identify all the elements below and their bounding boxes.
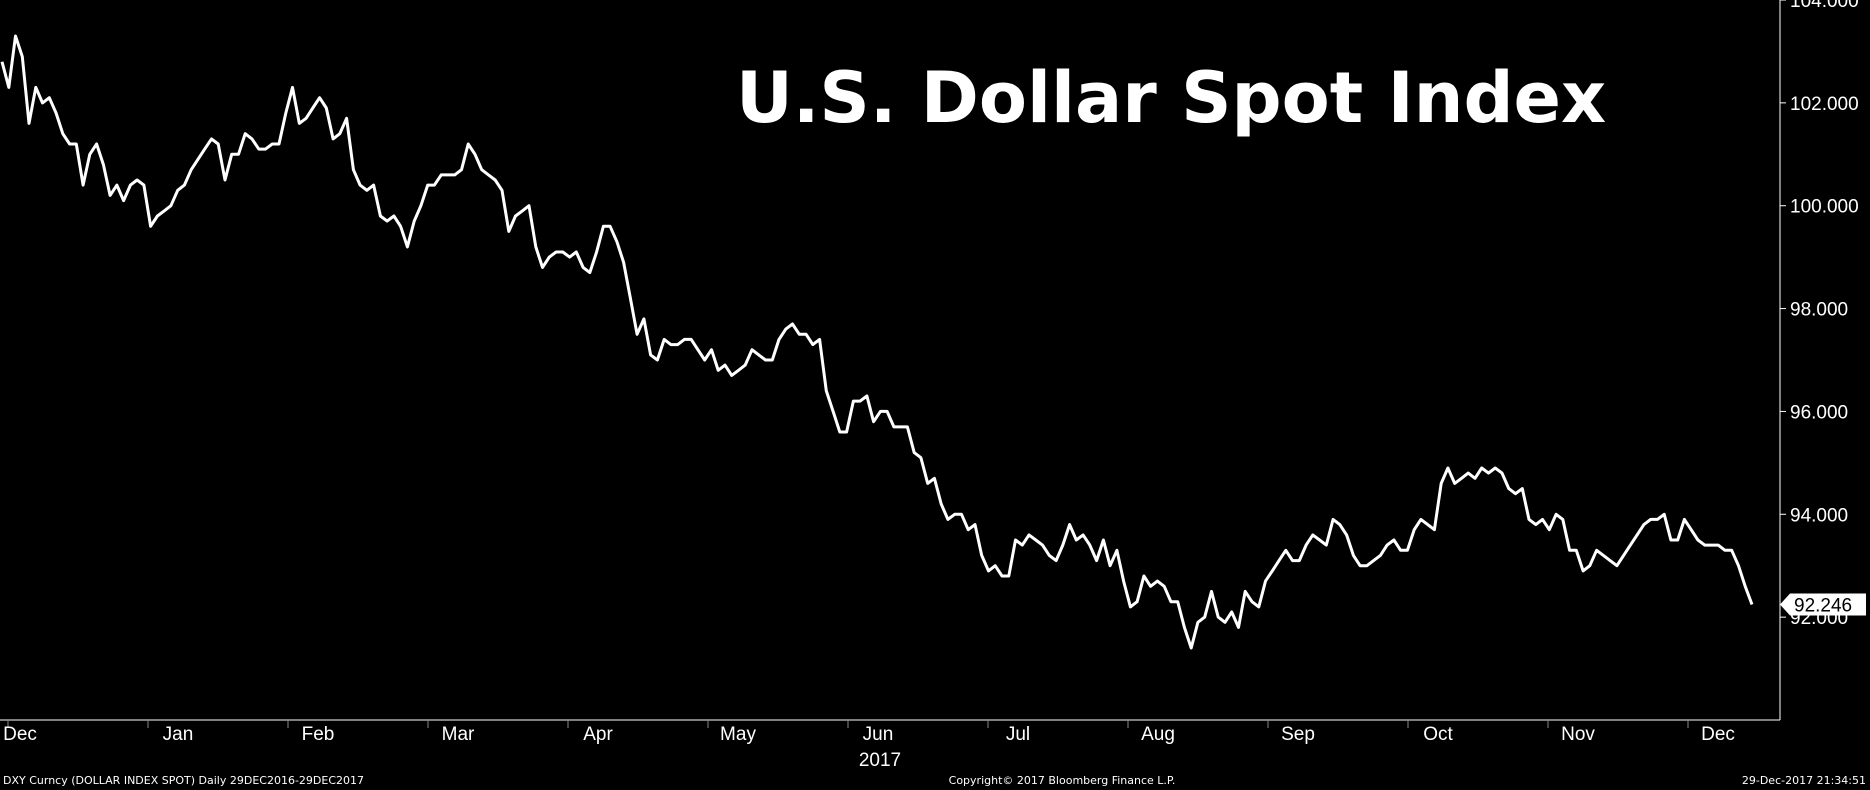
x-tick-label: Jan [163,724,194,745]
x-tick-label: Dec [3,724,37,745]
x-tick-label: May [720,724,756,745]
chart-title: U.S. Dollar Spot Index [736,57,1606,139]
last-value-box [1780,593,1866,616]
x-tick-label: Jun [863,724,894,745]
last-value-marker: 92.246 [1780,593,1866,616]
last-value-label-group: 92.246 [1780,593,1866,616]
y-tick-label: 96.000 [1790,402,1848,423]
footer-right: 29-Dec-2017 21:34:51 [1742,774,1866,787]
y-tick-label: 102.000 [1790,94,1859,115]
x-tick-label: Mar [442,724,475,745]
series-layer [0,34,1754,650]
last-value-label: 92.246 [1794,595,1852,616]
series-line [0,34,1754,650]
x-tick-label: Jul [1006,724,1030,745]
x-axis: Dec Jan Feb Mar Apr May Jun Jul Aug Sep Oct Nov Dec [0,719,1780,745]
footer-center: Copyright© 2017 Bloomberg Finance L.P. [949,774,1176,787]
x-tick-label: Oct [1423,724,1453,745]
x-tick-label: Apr [583,724,613,745]
y-tick-label: 98.000 [1790,300,1848,321]
y-tick-label: 100.000 [1790,197,1859,218]
x-tick-label: Dec [1701,724,1735,745]
x-tick-label: Feb [302,724,335,745]
x-tick-label: Nov [1561,724,1595,745]
year-label: 2017 [859,750,901,771]
footer-left: DXY Curncy (DOLLAR INDEX SPOT) Daily 29D… [3,774,364,787]
y-tick-label: 104.000 [1790,0,1859,12]
x-tick-label: Sep [1281,724,1315,745]
y-tick-label: 94.000 [1790,505,1848,526]
x-tick-label: Aug [1141,724,1175,745]
